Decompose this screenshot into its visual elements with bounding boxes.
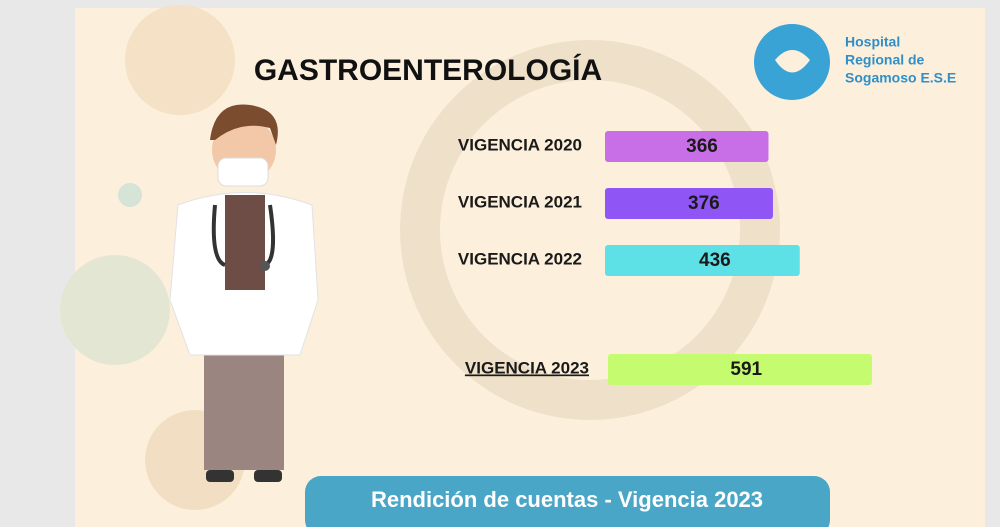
slide: GASTROENTEROLOGÍA Hospital Regional de S… bbox=[0, 0, 1000, 527]
value-label: 591 bbox=[730, 359, 762, 380]
decor bbox=[125, 5, 235, 115]
decor bbox=[60, 255, 170, 365]
value-label: 436 bbox=[699, 250, 731, 271]
category-label: VIGENCIA 2023 bbox=[465, 358, 589, 377]
decor bbox=[118, 183, 142, 207]
logo-line: Regional de bbox=[845, 52, 925, 68]
category-label: VIGENCIA 2020 bbox=[458, 135, 582, 154]
chart-title: GASTROENTEROLOGÍA bbox=[254, 53, 602, 87]
category-label: VIGENCIA 2021 bbox=[458, 192, 582, 211]
logo-line: Sogamoso E.S.E bbox=[845, 70, 956, 86]
footer-text: Rendición de cuentas - Vigencia 2023 bbox=[371, 487, 763, 512]
value-label: 376 bbox=[688, 193, 720, 214]
logo-line: Hospital bbox=[845, 34, 900, 50]
category-label: VIGENCIA 2022 bbox=[458, 249, 582, 268]
logo-icon bbox=[754, 24, 830, 100]
value-label: 366 bbox=[686, 136, 718, 157]
